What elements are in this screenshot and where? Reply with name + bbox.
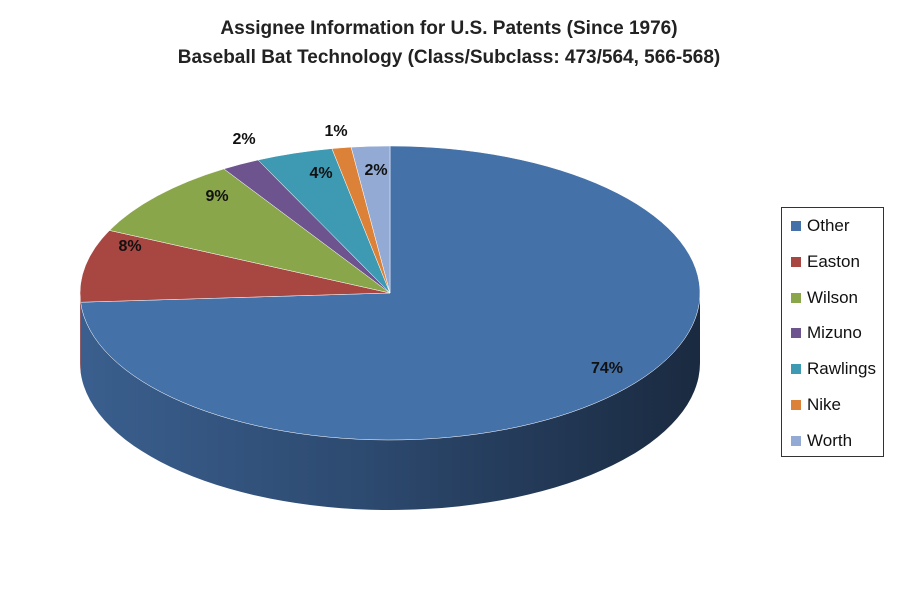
legend: Other Easton Wilson Mizuno Rawlings Nike Worth bbox=[781, 207, 884, 457]
pie-side-easton bbox=[80, 293, 81, 373]
pie-slice-other bbox=[80, 145, 701, 441]
legend-label: Rawlings bbox=[807, 359, 876, 379]
legend-swatch bbox=[791, 221, 801, 231]
legend-label: Wilson bbox=[807, 287, 859, 307]
legend-swatch bbox=[791, 364, 801, 375]
legend-label: Worth bbox=[807, 430, 853, 450]
legend-item-easton: Easton bbox=[791, 252, 860, 272]
legend-label: Easton bbox=[807, 251, 860, 271]
pie-side-other bbox=[80, 293, 701, 510]
legend-item-other: Other bbox=[791, 216, 850, 236]
legend-swatch bbox=[791, 435, 801, 446]
legend-label: Nike bbox=[807, 395, 842, 414]
legend-item-mizuno: Mizuno bbox=[791, 323, 862, 343]
legend-item-wilson: Wilson bbox=[791, 288, 858, 308]
legend-swatch bbox=[791, 400, 801, 410]
legend-label: Other bbox=[807, 216, 850, 235]
chart-subtitle: Baseball Bat Technology (Class/Subclass:… bbox=[177, 47, 721, 68]
legend-item-worth: Worth bbox=[791, 431, 852, 451]
data-label-rawlings: 4% bbox=[309, 165, 332, 182]
legend-swatch bbox=[791, 292, 801, 303]
chart-title: Assignee Information for U.S. Patents (S… bbox=[220, 18, 678, 39]
legend-item-nike: Nike bbox=[791, 395, 841, 415]
data-label-worth: 2% bbox=[364, 162, 387, 179]
legend-swatch bbox=[791, 328, 801, 339]
legend-label: Mizuno bbox=[807, 323, 862, 343]
pie-slice-worth bbox=[350, 145, 391, 294]
legend-swatch bbox=[791, 256, 801, 267]
data-label-nike: 1% bbox=[324, 123, 347, 140]
pie-slice-wilson bbox=[109, 168, 391, 294]
data-label-wilson: 9% bbox=[205, 188, 228, 205]
data-label-other: 74% bbox=[591, 360, 623, 377]
data-label-mizuno: 2% bbox=[232, 131, 255, 148]
pie-slice-easton bbox=[79, 230, 391, 303]
legend-item-rawlings: Rawlings bbox=[791, 359, 876, 379]
data-label-easton: 8% bbox=[118, 238, 141, 255]
